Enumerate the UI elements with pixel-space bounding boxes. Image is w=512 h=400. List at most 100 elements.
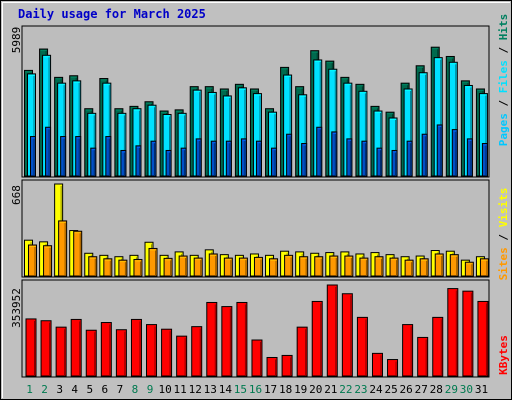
bar-pages-day-6 — [105, 136, 112, 177]
bar-sites-day-21 — [329, 255, 339, 277]
bar-kbytes-day-10 — [161, 328, 173, 377]
bar-pages-day-8 — [135, 145, 142, 177]
bar-sites-day-25 — [389, 257, 399, 277]
bar-kbytes-day-26 — [402, 324, 414, 377]
bar-kbytes-day-7 — [115, 329, 127, 377]
bar-kbytes-day-31 — [477, 300, 489, 377]
bar-pages-day-7 — [120, 149, 127, 177]
bar-sites-day-9 — [148, 247, 158, 277]
bar-kbytes-day-15 — [236, 301, 248, 377]
bar-sites-day-26 — [404, 259, 414, 277]
bar-kbytes-day-24 — [371, 352, 383, 377]
x-tick-label-day-5: 5 — [86, 383, 93, 396]
x-tick-label-day-14: 14 — [219, 383, 233, 396]
x-tick-label-day-24: 24 — [369, 383, 383, 396]
x-tick-label-day-20: 20 — [309, 383, 322, 396]
bar-pages-day-30 — [466, 138, 473, 177]
panel-legends: Pages / Files / Hits Sites / Visits KBytes — [497, 14, 510, 375]
bar-sites-day-1 — [28, 244, 37, 277]
legend-entry-sites: Sites — [497, 247, 510, 280]
x-tick-label-day-6: 6 — [102, 383, 109, 396]
bar-pages-day-9 — [150, 140, 157, 177]
bar-pages-day-14 — [225, 140, 232, 177]
frame-highlight-top — [2, 2, 510, 3]
x-tick-label-day-26: 26 — [400, 383, 413, 396]
bar-kbytes-day-5 — [85, 329, 97, 377]
bar-sites-day-19 — [299, 256, 309, 277]
bar-kbytes-day-22 — [341, 293, 353, 377]
x-tick-label-day-1: 1 — [26, 383, 33, 396]
bar-kbytes-day-17 — [266, 356, 278, 377]
x-tick-label-day-29: 29 — [445, 383, 458, 396]
bar-sites-day-7 — [118, 259, 128, 277]
bar-pages-day-19 — [301, 143, 308, 177]
bar-kbytes-day-16 — [251, 339, 263, 377]
bar-pages-day-4 — [75, 136, 82, 177]
x-tick-label-day-27: 27 — [415, 383, 428, 396]
bar-sites-day-5 — [88, 256, 98, 277]
bar-kbytes-day-14 — [221, 306, 233, 377]
x-tick-label-day-16: 16 — [249, 383, 262, 396]
bar-pages-day-12 — [195, 138, 202, 177]
x-tick-label-day-25: 25 — [384, 383, 397, 396]
legend-entry-hits: Hits — [497, 14, 510, 41]
bar-pages-day-11 — [180, 147, 187, 177]
bar-sites-day-2 — [43, 245, 53, 277]
bar-sites-day-16 — [253, 256, 263, 277]
bar-sites-day-20 — [314, 256, 324, 277]
y-max-label-panel-1: 5989 — [10, 27, 23, 54]
bar-sites-day-24 — [374, 256, 384, 277]
bar-sites-day-3 — [58, 220, 68, 277]
bar-kbytes-day-28 — [432, 316, 444, 377]
bar-sites-day-27 — [419, 258, 429, 277]
bar-sites-day-17 — [269, 258, 279, 277]
legend-panel-2: Sites / Visits — [497, 188, 510, 281]
legend-panel-3: KBytes — [497, 335, 510, 375]
bar-kbytes-day-21 — [326, 284, 338, 377]
bar-sites-day-6 — [103, 258, 113, 277]
bar-sites-day-28 — [434, 253, 444, 277]
x-tick-label-day-15: 15 — [234, 383, 247, 396]
x-tick-label-day-17: 17 — [264, 383, 277, 396]
bar-pages-day-27 — [421, 133, 428, 177]
bar-pages-day-22 — [346, 138, 353, 177]
bar-kbytes-day-4 — [70, 318, 82, 377]
bar-kbytes-day-13 — [206, 301, 218, 377]
chart-title: Daily usage for March 2025 — [18, 7, 206, 21]
bar-kbytes-day-20 — [311, 300, 323, 377]
bar-sites-day-14 — [223, 257, 233, 277]
x-tick-label-day-3: 3 — [56, 383, 63, 396]
x-tick-label-day-22: 22 — [339, 383, 352, 396]
bar-pages-day-10 — [165, 149, 172, 177]
legend-entry-kbytes: KBytes — [497, 335, 510, 375]
bar-sites-day-18 — [284, 254, 294, 277]
bar-kbytes-day-27 — [417, 336, 429, 377]
bar-kbytes-day-19 — [296, 326, 308, 377]
y-max-label-panel-2: 668 — [10, 185, 23, 205]
bar-sites-day-31 — [479, 258, 489, 277]
bar-pages-day-17 — [271, 147, 278, 177]
bar-pages-day-18 — [286, 133, 293, 177]
bar-kbytes-day-9 — [146, 324, 158, 377]
bar-pages-day-5 — [90, 147, 97, 177]
bar-kbytes-day-1 — [25, 318, 37, 377]
y-max-label-panel-3: 353952 — [10, 288, 23, 328]
bar-pages-day-31 — [481, 143, 488, 177]
y-axis-labels: 5989 668 353952 — [10, 27, 23, 328]
frame-highlight-left — [2, 2, 3, 398]
x-tick-label-day-12: 12 — [189, 383, 202, 396]
x-tick-labels: 1 2 3 4 5 6 7 8 9 10 11 12 13 14 15 16 17 18 19 20 21 22 23 24 2… — [26, 383, 488, 396]
bar-sites-day-23 — [359, 257, 369, 277]
bar-sites-day-4 — [73, 230, 83, 277]
x-tick-label-day-30: 30 — [460, 383, 473, 396]
x-tick-label-day-21: 21 — [324, 383, 337, 396]
bar-sites-day-12 — [193, 257, 203, 277]
bar-pages-day-28 — [436, 124, 443, 177]
legend-entry-visits: Visits — [497, 188, 510, 228]
x-tick-label-day-4: 4 — [71, 383, 78, 396]
legend-panel-1: Pages / Files / Hits — [497, 14, 510, 147]
bar-sites-day-30 — [464, 261, 474, 277]
bar-pages-day-20 — [316, 126, 323, 177]
bar-sites-day-10 — [163, 257, 173, 277]
